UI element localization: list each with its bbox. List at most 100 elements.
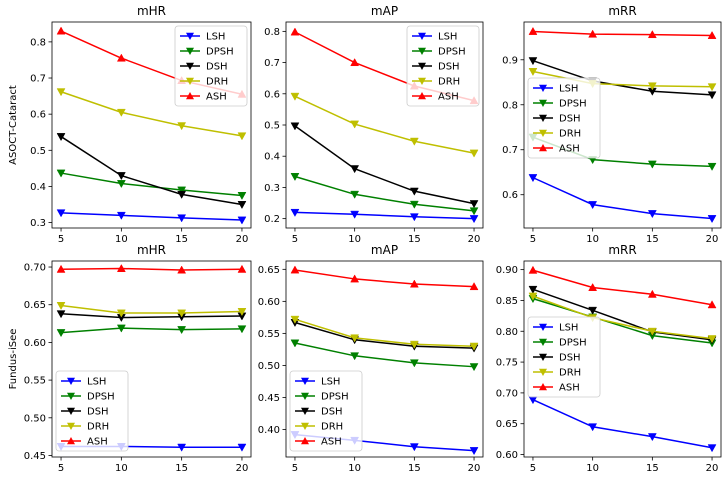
data-point-ash bbox=[116, 53, 126, 62]
legend-marker bbox=[539, 114, 547, 122]
legend-marker bbox=[539, 144, 547, 152]
legend-marker bbox=[539, 353, 547, 361]
data-point-drh bbox=[469, 342, 479, 351]
x-tick-label: 20 bbox=[236, 234, 249, 245]
legend-label: DRH bbox=[87, 422, 109, 433]
series-dsh bbox=[290, 319, 479, 353]
x-tick-label: 10 bbox=[115, 463, 128, 474]
data-point-dpsh bbox=[707, 162, 717, 171]
data-point-lsh bbox=[469, 447, 479, 456]
series-line-dpsh bbox=[60, 327, 242, 334]
x-tick-label: 5 bbox=[58, 463, 64, 474]
y-tick-label: 0.70 bbox=[24, 263, 46, 274]
legend-marker bbox=[67, 407, 75, 415]
series-line-drh bbox=[294, 95, 475, 154]
y-tick-label: 0.40 bbox=[258, 425, 280, 436]
x-tick-label: 15 bbox=[646, 463, 659, 474]
series-dpsh bbox=[290, 173, 479, 216]
data-point-dsh bbox=[116, 172, 126, 181]
legend-marker bbox=[539, 368, 547, 376]
legend-marker bbox=[418, 32, 426, 40]
data-point-drh bbox=[469, 149, 479, 158]
y-tick-label: 0.45 bbox=[24, 451, 46, 462]
data-point-dpsh bbox=[350, 190, 360, 199]
axes-frame bbox=[285, 260, 484, 458]
series-line-ash bbox=[61, 267, 242, 271]
data-point-lsh bbox=[588, 201, 598, 210]
legend-marker bbox=[418, 47, 426, 55]
y-tick-label: 0.3 bbox=[264, 183, 280, 194]
data-point-lsh bbox=[177, 443, 187, 452]
legend: LSH DPSH DSH DRH ASH bbox=[55, 370, 129, 452]
data-point-dpsh bbox=[409, 200, 419, 209]
legend-label: DRH bbox=[559, 129, 581, 140]
legend-label: DRH bbox=[438, 77, 460, 88]
data-point-dsh bbox=[707, 91, 717, 100]
data-point-dsh bbox=[56, 133, 66, 142]
data-point-ash bbox=[56, 26, 66, 35]
data-point-ash bbox=[116, 264, 126, 272]
legend-marker bbox=[539, 84, 547, 92]
legend-label: DRH bbox=[321, 422, 343, 433]
y-tick-label: 0.55 bbox=[24, 376, 46, 387]
x-tick-label: 20 bbox=[468, 234, 481, 245]
panel-title: mAP bbox=[371, 4, 398, 18]
y-tick-label: 0.7 bbox=[30, 74, 46, 85]
x-tick-label: 10 bbox=[586, 234, 599, 245]
x-tick-label: 5 bbox=[292, 234, 298, 245]
x-tick-label: 5 bbox=[530, 234, 536, 245]
data-point-ash bbox=[56, 264, 66, 273]
axes-frame bbox=[523, 21, 722, 229]
data-point-drh bbox=[237, 132, 247, 141]
data-point-drh bbox=[350, 120, 360, 129]
legend-label: DRH bbox=[206, 77, 228, 88]
data-point-lsh bbox=[469, 215, 479, 224]
data-point-drh bbox=[409, 340, 419, 349]
x-tick-label: 10 bbox=[586, 463, 599, 474]
data-point-dpsh bbox=[116, 180, 126, 189]
data-point-dpsh bbox=[469, 363, 479, 372]
data-point-ash bbox=[237, 264, 247, 273]
data-point-ash bbox=[409, 279, 419, 288]
data-point-lsh bbox=[409, 443, 419, 452]
y-axis-label: ASOCT-Cataract bbox=[8, 85, 19, 165]
series-drh bbox=[528, 292, 717, 344]
series-line-ash bbox=[532, 269, 713, 306]
data-point-drh bbox=[177, 309, 187, 318]
y-tick-label: 0.6 bbox=[30, 110, 46, 121]
legend-marker bbox=[301, 407, 309, 415]
series-lsh bbox=[528, 396, 717, 453]
legend-box bbox=[527, 316, 601, 398]
series-ash bbox=[56, 264, 247, 274]
data-point-dpsh bbox=[290, 339, 300, 348]
series-line-dsh bbox=[294, 321, 475, 349]
axes-frame bbox=[51, 260, 252, 458]
y-tick-label: 0.2 bbox=[264, 214, 280, 225]
x-tick-label: 10 bbox=[115, 234, 128, 245]
data-point-drh bbox=[290, 315, 300, 324]
data-point-dsh bbox=[409, 187, 419, 196]
series-line-drh bbox=[60, 91, 243, 137]
legend-marker bbox=[539, 99, 547, 107]
legend-marker bbox=[418, 62, 426, 70]
series-dpsh bbox=[56, 169, 247, 200]
x-tick-label: 20 bbox=[468, 463, 481, 474]
data-point-ash bbox=[350, 274, 360, 283]
y-axis-label: Fundus-iSee bbox=[8, 329, 19, 390]
legend-label: DPSH bbox=[438, 47, 466, 58]
data-point-lsh bbox=[588, 423, 598, 432]
legend-box bbox=[174, 25, 248, 107]
data-point-lsh bbox=[647, 210, 657, 219]
chart-panel-1: mHR ASOCT-Cataract 0.3 0.4 0.5 0.6 0.7 0.8 5 10 15… bbox=[8, 4, 252, 245]
series-line-dsh bbox=[60, 313, 242, 319]
data-point-drh bbox=[116, 108, 126, 117]
legend: LSH DPSH DSH DRH ASH bbox=[174, 25, 248, 107]
data-point-drh bbox=[707, 335, 717, 344]
legend-label: DSH bbox=[321, 407, 343, 418]
legend-marker bbox=[186, 62, 194, 70]
data-point-ash bbox=[469, 282, 479, 291]
data-point-drh bbox=[290, 92, 300, 101]
x-tick-label: 15 bbox=[175, 234, 188, 245]
legend-label: DSH bbox=[438, 62, 460, 73]
y-tick-label: 0.90 bbox=[496, 265, 518, 276]
